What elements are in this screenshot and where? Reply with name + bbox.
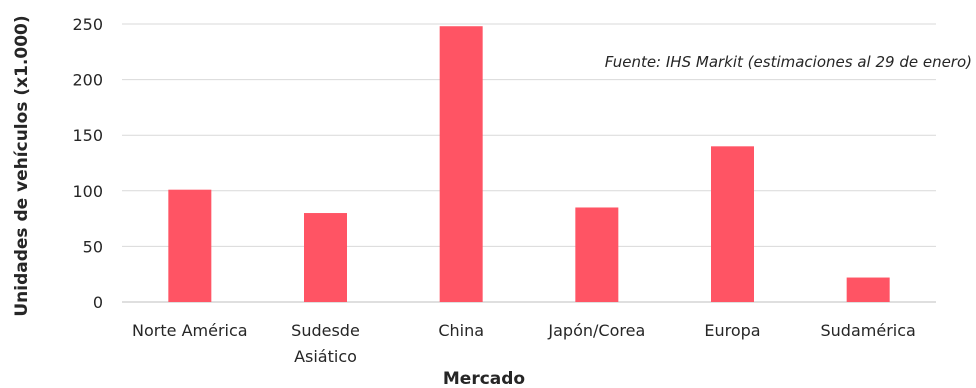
y-tick-label: 200 <box>72 71 103 90</box>
bar <box>304 213 347 302</box>
y-tick-label: 150 <box>72 126 103 145</box>
y-tick-label: 250 <box>72 15 103 34</box>
x-axis-ticks: Norte América Sudesde Asiático China Japón/C… <box>132 321 916 366</box>
y-axis-ticks: 0 50 100 150 200 250 <box>72 15 103 312</box>
source-annotation: Fuente: IHS Markit (estimaciones al 29 d… <box>605 53 972 71</box>
x-tick-label: China <box>438 321 484 340</box>
bar <box>711 146 754 302</box>
bar <box>846 277 890 302</box>
x-tick-label: Europa <box>704 321 760 340</box>
y-tick-label: 100 <box>72 182 103 201</box>
y-tick-label: 50 <box>83 237 103 256</box>
grid-lines <box>122 23 936 303</box>
bar <box>168 189 212 302</box>
y-axis-title: Unidades de vehículos (x1.000) <box>12 15 32 316</box>
bar <box>439 26 483 302</box>
x-tick-label: Sudesde Asiático <box>291 321 360 366</box>
y-tick-label: 0 <box>93 293 103 312</box>
x-tick-label: Japón/Corea <box>547 321 645 340</box>
bars <box>168 26 890 302</box>
x-tick-label: Norte América <box>132 321 248 340</box>
x-axis-title: Mercado <box>443 369 525 388</box>
x-tick-label: Sudamérica <box>821 321 916 340</box>
bar <box>575 207 619 302</box>
